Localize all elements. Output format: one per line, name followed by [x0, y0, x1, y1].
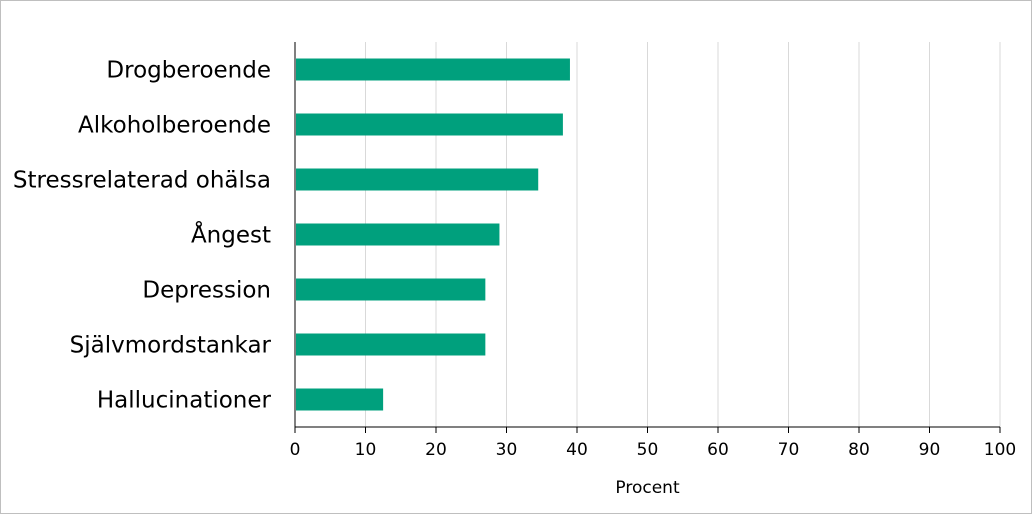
x-tick-labels: 0 10 20 30 40 50 60 70 80 90 100 [290, 440, 1017, 460]
x-tick-label: 40 [566, 440, 588, 460]
x-tick-label: 100 [984, 440, 1016, 460]
category-label: Självmordstankar [70, 333, 272, 359]
x-tick-label: 20 [425, 440, 447, 460]
x-tick-label: 0 [290, 440, 301, 460]
category-label: Depression [142, 278, 271, 304]
category-labels: Drogberoende Alkoholberoende Stressrelater… [13, 58, 272, 414]
grid-lines [365, 42, 1001, 427]
x-axis-title: Procent [615, 478, 680, 498]
x-tick-label: 30 [496, 440, 518, 460]
bar [296, 278, 486, 301]
category-label: Drogberoende [106, 58, 271, 84]
x-tick-label: 50 [637, 440, 659, 460]
x-tick-label: 90 [919, 440, 941, 460]
category-label: Ångest [191, 221, 271, 249]
category-label: Hallucinationer [97, 388, 272, 414]
x-tick-label: 10 [355, 440, 377, 460]
bar [296, 58, 570, 81]
bar [296, 388, 384, 411]
bar [296, 113, 563, 136]
axes [294, 42, 1001, 433]
bars [296, 58, 570, 411]
bar [296, 223, 500, 246]
bar [296, 168, 539, 191]
x-tick-label: 70 [778, 440, 800, 460]
x-tick-label: 80 [848, 440, 870, 460]
category-label: Stressrelaterad ohälsa [13, 168, 271, 194]
bar [296, 333, 486, 356]
x-tick-label: 60 [707, 440, 729, 460]
category-label: Alkoholberoende [78, 113, 271, 139]
